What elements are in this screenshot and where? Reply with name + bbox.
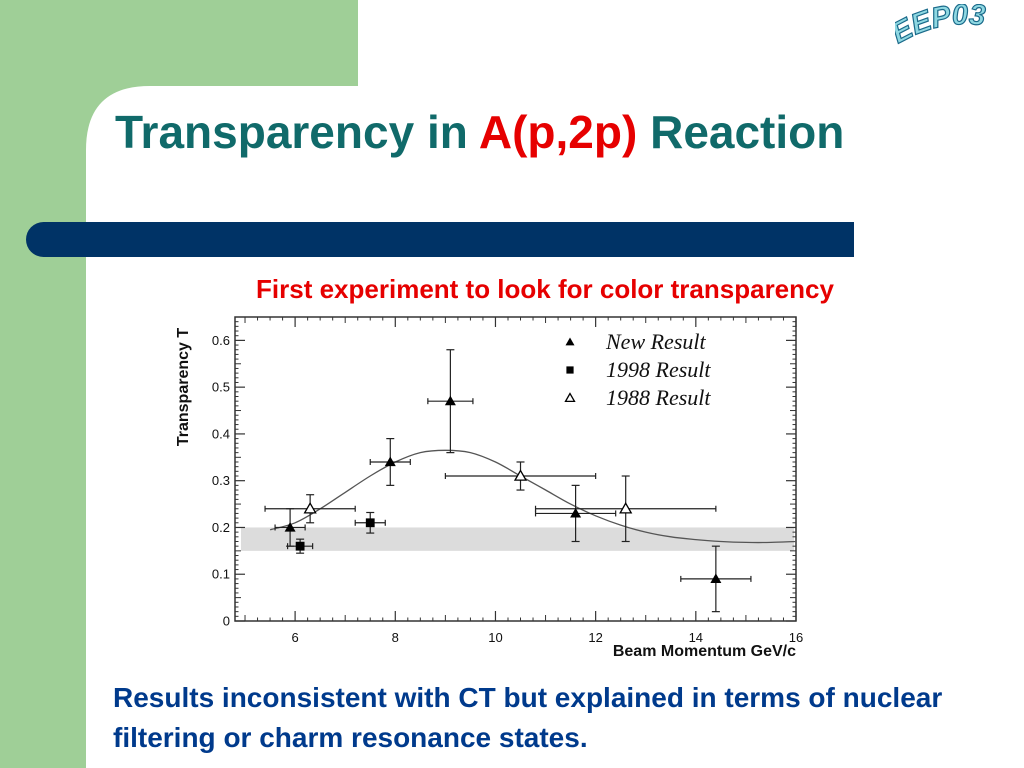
1988-result-point	[513, 469, 528, 481]
1998-result-point	[295, 541, 305, 551]
x-axis-label: Beam Momentum GeV/c	[613, 643, 796, 660]
title-part2: Reaction	[637, 106, 845, 158]
y-tick-label: 0.6	[212, 333, 230, 348]
reference-band	[241, 527, 794, 551]
title-part1: Transparency in	[115, 106, 479, 158]
new-result-point	[570, 507, 582, 518]
new-result-point	[444, 395, 456, 406]
new-result-point	[284, 521, 296, 532]
logo-text: EEP03	[895, 4, 987, 51]
chart-legend: New Result 1998 Result 1988 Result	[564, 329, 711, 410]
1988-result-point	[619, 501, 633, 514]
y-axis-label: Transparency T	[175, 328, 192, 447]
1998-result-point	[365, 518, 375, 528]
slide-subtitle: First experiment to look for color trans…	[256, 274, 834, 304]
1988-result-point	[303, 501, 317, 514]
plot-frame	[234, 316, 797, 622]
legend-label-1988-result: 1988 Result	[606, 385, 711, 410]
x-tick-label: 12	[588, 630, 602, 645]
fit-curve	[269, 449, 797, 544]
new-result-point	[384, 456, 396, 467]
y-tick-label: 0	[223, 614, 230, 629]
x-tick-label: 6	[291, 630, 298, 645]
svg-text:EEP03: EEP03	[895, 4, 987, 50]
legend-marker-1988-result	[564, 392, 576, 403]
y-tick-label: 0.5	[212, 380, 230, 395]
legend-marker-1998-result	[566, 366, 574, 374]
title-reaction: A(p,2p)	[478, 106, 638, 158]
y-tick-label: 0.4	[212, 426, 230, 441]
legend-label-1998-result: 1998 Result	[606, 357, 711, 382]
slide-footer: Results inconsistent with CT but explain…	[113, 682, 943, 753]
transparency-chart: 6 8 10 12 14 16 0 0.1 0.2 0.3 0.4 0.5 0.6 New Result…	[175, 316, 803, 660]
y-tick-label: 0.2	[212, 520, 230, 535]
x-tick-label: 8	[392, 630, 399, 645]
slide-title: Transparency in A(p,2p) Reaction	[115, 105, 844, 159]
title-divider-bar	[26, 222, 854, 257]
x-tick-label: 16	[789, 630, 803, 645]
x-tick-label: 14	[689, 630, 703, 645]
y-tick-label: 0.3	[212, 473, 230, 488]
y-tick-label: 0.1	[212, 567, 230, 582]
x-tick-label: 10	[488, 630, 502, 645]
legend-label-new-result: New Result	[605, 329, 706, 354]
legend-marker-new-result	[565, 337, 575, 346]
new-result-point	[710, 573, 722, 584]
eep03-logo: EEP03	[895, 4, 987, 51]
